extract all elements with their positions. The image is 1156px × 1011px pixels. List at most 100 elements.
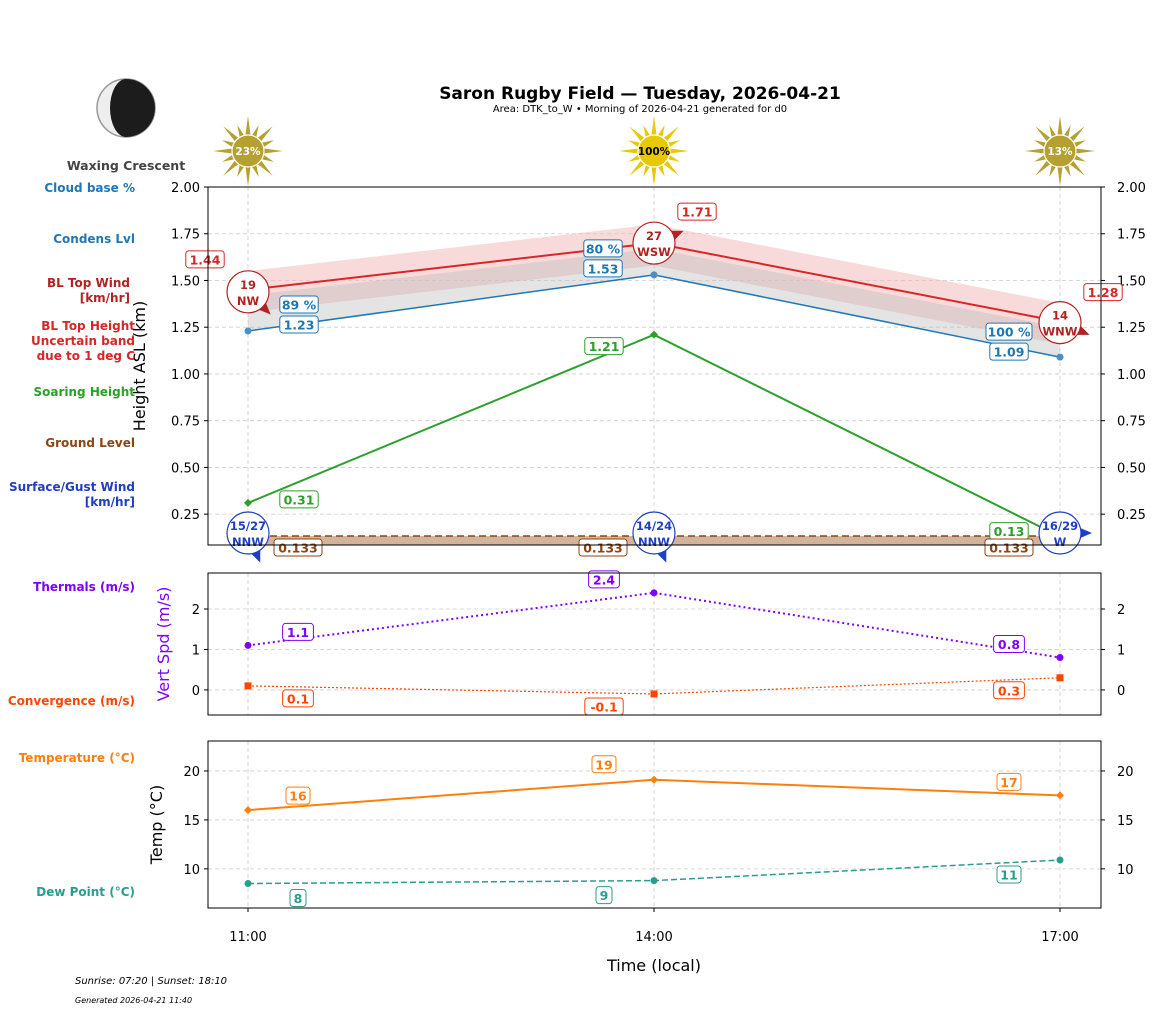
dewpoint-label-box bbox=[595, 886, 613, 905]
y-tick-label-right: 2.00 bbox=[1117, 181, 1146, 196]
wind-direction: NNW bbox=[638, 535, 670, 549]
height-series: 1.44 1.71 1.28 1.23 1.53 1.09 89 % 80 % 100 % 0.3… bbox=[185, 202, 1123, 557]
dewpoint-point bbox=[650, 877, 658, 885]
thermals-point bbox=[1056, 654, 1064, 662]
y-tick-label: 1.25 bbox=[171, 321, 200, 336]
sun-times: Sunrise: 07:20 | Sunset: 18:10 bbox=[75, 976, 227, 987]
convergence-label-box bbox=[282, 689, 314, 708]
wind-direction: WNW bbox=[1043, 325, 1078, 339]
svg-text:Soaring Height: Soaring Height bbox=[34, 385, 136, 399]
thermals-label-box bbox=[993, 635, 1025, 654]
sun-cover-label: 23% bbox=[235, 146, 261, 158]
legend-label: Convergence (m/s) bbox=[8, 694, 135, 708]
thermals-label-box bbox=[282, 622, 314, 641]
wind-arrow-icon bbox=[1080, 528, 1092, 538]
wind-direction: W bbox=[1054, 535, 1067, 549]
convergence-point bbox=[650, 690, 658, 698]
y-tick-label: 10 bbox=[183, 863, 200, 878]
wind-direction: WSW bbox=[637, 245, 671, 259]
soaring-label-box bbox=[584, 337, 624, 356]
sun-cover-label: 100% bbox=[638, 146, 671, 158]
wind-direction: NW bbox=[237, 294, 260, 308]
svg-text:Surface/Gust Wind: Surface/Gust Wind bbox=[9, 480, 135, 494]
ground-label: 0.133 bbox=[989, 541, 1029, 556]
legend-label: BL Top Wind[km/hr] bbox=[47, 276, 130, 305]
y-tick-label: 2 bbox=[192, 603, 200, 618]
bl-wind-marker: 19 NW bbox=[226, 270, 271, 315]
legend-label: Dew Point (°C) bbox=[36, 885, 135, 899]
bl-top-label-box bbox=[1083, 283, 1123, 302]
temperature-point bbox=[1056, 791, 1064, 800]
y-tick-label: 1 bbox=[192, 643, 200, 658]
wind-arrow-icon bbox=[259, 302, 271, 315]
thermals-label: 2.4 bbox=[593, 572, 615, 587]
x-tick-label: 17:00 bbox=[1041, 930, 1078, 945]
panel-1: 0.25 0.25 0.50 0.50 0.75 0.75 1.00 1.00 1.25 1.25… bbox=[130, 181, 1146, 545]
temperature-label-box bbox=[285, 786, 311, 805]
x-tick-label: 14:00 bbox=[635, 930, 672, 945]
y-tick-label-right: 1.75 bbox=[1117, 228, 1146, 243]
temperature-point bbox=[650, 775, 658, 784]
y-tick-label-right: 1.00 bbox=[1117, 368, 1146, 383]
bl-wind-marker: 27 WSW bbox=[632, 221, 684, 265]
ground-label: 0.133 bbox=[278, 541, 318, 556]
svg-text:Convergence (m/s): Convergence (m/s) bbox=[8, 694, 135, 708]
temperature-label: 19 bbox=[595, 757, 612, 772]
x-tick-label: 11:00 bbox=[229, 930, 266, 945]
cloud-pct-label: 89 % bbox=[282, 297, 317, 312]
soaring-label: 0.31 bbox=[284, 492, 315, 507]
y-tick-label: 1.00 bbox=[171, 368, 200, 383]
temperature-label-box bbox=[591, 755, 617, 774]
svg-text:[km/hr]: [km/hr] bbox=[85, 495, 135, 509]
x-axis-label: Time (local) bbox=[606, 956, 701, 975]
y-tick-label: 0 bbox=[192, 684, 200, 699]
svg-text:BL Top Height: BL Top Height bbox=[41, 319, 135, 333]
y-axis-label: Vert Spd (m/s) bbox=[154, 587, 173, 702]
dewpoint-label: 8 bbox=[294, 891, 303, 906]
moon-icon bbox=[96, 78, 156, 138]
condens-point bbox=[650, 271, 658, 279]
svg-text:Uncertain band: Uncertain band bbox=[31, 334, 135, 348]
convergence-point bbox=[1056, 674, 1064, 682]
cloud-pct-label-box bbox=[985, 322, 1033, 341]
y-tick-label: 2.00 bbox=[171, 181, 200, 196]
soaring-label: 1.21 bbox=[589, 339, 620, 354]
condens-label: 1.09 bbox=[994, 345, 1025, 360]
bl-top-label-box bbox=[185, 250, 225, 269]
convergence-label: 0.3 bbox=[998, 683, 1020, 698]
soaring-label-box bbox=[279, 490, 319, 509]
svg-text:BL Top Wind: BL Top Wind bbox=[47, 276, 130, 290]
soaring-label: 0.13 bbox=[994, 524, 1025, 539]
bl-top-uncertainty-band bbox=[248, 224, 1060, 345]
y-tick-label: 20 bbox=[183, 765, 200, 780]
ground-label-box bbox=[984, 538, 1034, 557]
temperature-label: 16 bbox=[289, 789, 307, 804]
cloud-pct-label: 100 % bbox=[988, 325, 1031, 340]
cloud-band bbox=[248, 248, 1060, 358]
legend-label: Cloud base % bbox=[44, 181, 135, 195]
y-axis-label: Temp (°C) bbox=[147, 785, 166, 865]
legend-label: Surface/Gust Wind[km/hr] bbox=[9, 480, 135, 509]
y-tick-label: 1.75 bbox=[171, 228, 200, 243]
condens-point bbox=[1056, 353, 1064, 361]
y-tick-label-right: 0 bbox=[1117, 684, 1125, 699]
condens-label-box bbox=[583, 259, 623, 278]
y-tick-label-right: 15 bbox=[1117, 814, 1134, 829]
convergence-point bbox=[244, 682, 252, 690]
panel-2: 0 0 1 1 2 2 Vert Spd (m/s) bbox=[154, 573, 1125, 715]
chart-title: Saron Rugby Field — Tuesday, 2026-04-21 bbox=[439, 84, 841, 104]
ground-label-box bbox=[273, 538, 323, 557]
vertical-speed-series: 1.1 2.4 0.8 0.1 -0.1 0.3 bbox=[244, 570, 1064, 716]
dewpoint-label-box bbox=[289, 889, 307, 908]
moon-phase-label: Waxing Crescent bbox=[67, 158, 185, 173]
y-tick-label-right: 1 bbox=[1117, 643, 1125, 658]
y-tick-label-right: 1.50 bbox=[1117, 274, 1146, 289]
wind-speed: 27 bbox=[646, 229, 662, 243]
legend-label: Condens Lvl bbox=[53, 232, 135, 246]
plot-frame bbox=[207, 186, 1102, 546]
thermals-label: 1.1 bbox=[287, 625, 309, 640]
svg-text:Temperature (°C): Temperature (°C) bbox=[19, 751, 135, 765]
wind-direction: NNW bbox=[232, 535, 264, 549]
soaring-point bbox=[244, 498, 252, 507]
